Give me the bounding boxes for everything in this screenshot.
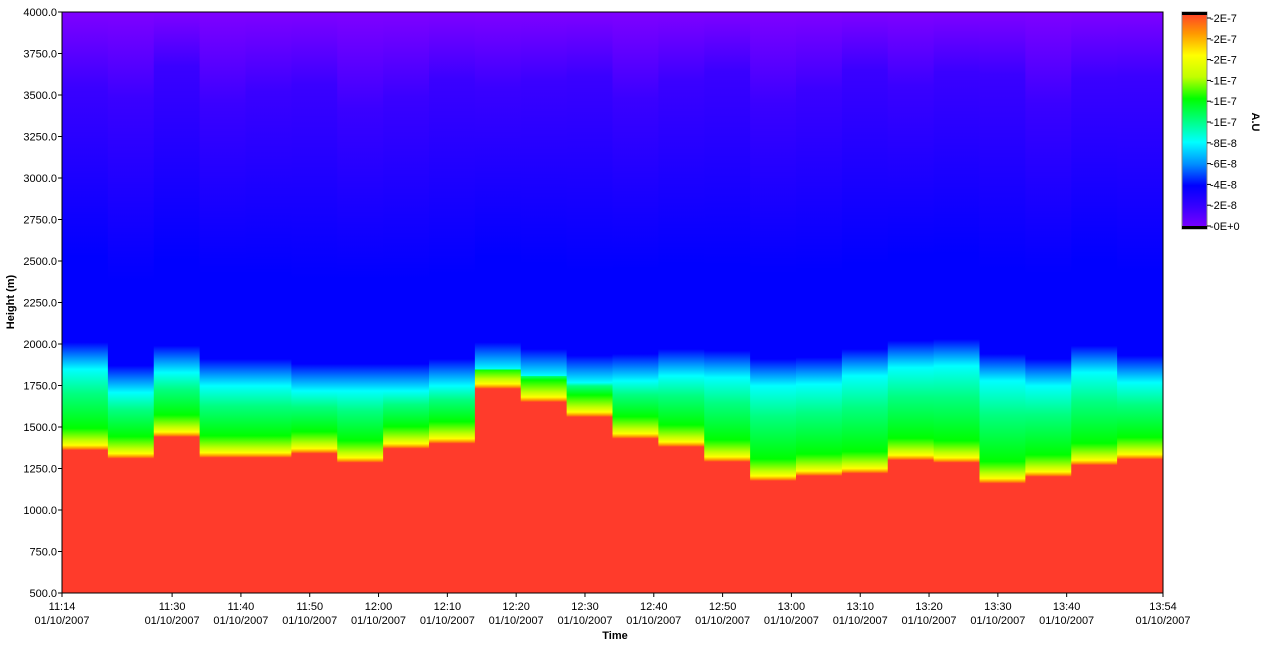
colorbar-tick-label: -2E-8 [1210,200,1237,212]
colorbar-tick-label: -2E-7 [1210,34,1237,46]
x-tick-date-label: 01/10/2007 [145,615,200,627]
x-tick-time-label: 11:40 [228,601,255,613]
y-tick-label: 500.0 [29,588,57,600]
x-tick-time-label: 12:40 [640,601,668,613]
colorbar-tick-label: -4E-8 [1210,179,1237,191]
y-tick-label: 3250.0 [23,132,57,144]
heatmap-column [841,12,889,593]
x-axis-label: Time [602,630,627,642]
y-tick-label: 1250.0 [23,464,57,476]
y-tick-label: 2250.0 [23,298,57,310]
x-axis: 11:14 01/10/2007 11:30 01/10/2007 11:40 01/10… [34,593,1191,627]
colorbar-tick-label: -1E-7 [1210,75,1237,87]
heatmap-column [796,12,843,593]
y-tick-label: 3500.0 [23,90,57,102]
x-tick-date-label: 01/10/2007 [902,615,957,627]
x-tick-date-label: 01/10/2007 [351,615,406,627]
x-tick-time-label: 13:54 [1149,601,1177,613]
heatmap-column [612,12,659,593]
heatmap-column [750,12,797,593]
heatmap-column [979,12,1026,593]
y-tick-label: 2750.0 [23,215,57,227]
heatmap-column [933,12,981,593]
heatmap-column [704,12,751,593]
y-tick-label: 1500.0 [23,422,57,434]
x-tick-date-label: 01/10/2007 [970,615,1025,627]
x-tick-time-label: 12:30 [571,601,599,613]
heatmap-column [1025,12,1072,593]
colorbar-label: A.U [1249,113,1261,132]
colorbar-tick-label: -1E-7 [1210,96,1237,108]
heatmap-column [62,12,109,593]
x-tick-date-label: 01/10/2007 [695,615,750,627]
x-tick-date-label: 01/10/2007 [282,615,337,627]
x-tick-time-label: 13:00 [778,601,806,613]
y-tick-label: 2000.0 [23,339,57,351]
colorbar-tick-label: -6E-8 [1210,159,1237,171]
colorbar: -2E-7 -2E-7 -2E-7 -1E-7 -1E-7 -1E-7 -8E-8 -6E-8… [1181,11,1240,233]
heatmap-column [1071,12,1118,593]
heatmap-column [107,12,155,593]
y-axis: 500.0 750.0 1000.0 1250.0 1500.0 1750.0 2000.0… [23,7,62,600]
colorbar-tick-label: -2E-7 [1210,13,1237,25]
heatmap-column [153,12,201,593]
colorbar-min-cap [1182,226,1207,229]
x-tick-time-label: 13:20 [915,601,943,613]
heatmap-column [474,12,522,593]
x-tick-time-label: 13:30 [984,601,1012,613]
heatmap-cells [62,12,1164,593]
x-tick-time-label: 11:14 [49,601,76,613]
x-tick-date-label: 01/10/2007 [420,615,475,627]
y-tick-label: 1000.0 [23,505,57,517]
colorbar-tick-label: -2E-7 [1210,55,1237,67]
heatmap-column [291,12,338,593]
y-tick-label: 3750.0 [23,49,57,61]
x-tick-date-label: 01/10/2007 [833,615,888,627]
x-tick-date-label: 01/10/2007 [213,615,268,627]
x-tick-date-label: 01/10/2007 [764,615,819,627]
x-tick-time-label: 12:50 [709,601,737,613]
y-tick-label: 2500.0 [23,256,57,268]
heatmap-column [383,12,430,593]
colorbar-gradient [1181,11,1208,230]
x-tick-date-label: 01/10/2007 [626,615,681,627]
colorbar-tick-label: -1E-7 [1210,117,1237,129]
heatmap-column [566,12,614,593]
colorbar-max-cap [1182,12,1207,15]
x-tick-time-label: 12:10 [434,601,462,613]
x-tick-time-label: 13:10 [846,601,874,613]
heatmap-column [520,12,568,593]
heatmap-column [887,12,935,593]
x-tick-time-label: 12:20 [502,601,530,613]
y-tick-label: 1750.0 [23,381,57,393]
heatmap-column [429,12,476,593]
y-tick-label: 3000.0 [23,173,57,185]
y-tick-label: 4000.0 [23,7,57,19]
x-tick-time-label: 12:00 [365,601,393,613]
x-tick-date-label: 01/10/2007 [489,615,544,627]
y-axis-label: Height (m) [5,274,17,329]
colorbar-tick-label: -0E+0 [1210,221,1240,233]
x-tick-date-label: 01/10/2007 [34,615,89,627]
heatmap-column [658,12,705,593]
x-tick-date-label: 01/10/2007 [1135,615,1190,627]
heatmap-column [1117,12,1164,593]
heatmap-column [245,12,292,593]
heatmap-column [199,12,247,593]
colorbar-tick-label: -8E-8 [1210,138,1237,150]
x-tick-date-label: 01/10/2007 [557,615,612,627]
y-tick-label: 750.0 [29,547,57,559]
x-tick-time-label: 11:30 [159,601,186,613]
x-tick-date-label: 01/10/2007 [1039,615,1094,627]
x-tick-time-label: 11:50 [296,601,323,613]
x-tick-time-label: 13:40 [1053,601,1081,613]
heatmap-column [337,12,384,593]
